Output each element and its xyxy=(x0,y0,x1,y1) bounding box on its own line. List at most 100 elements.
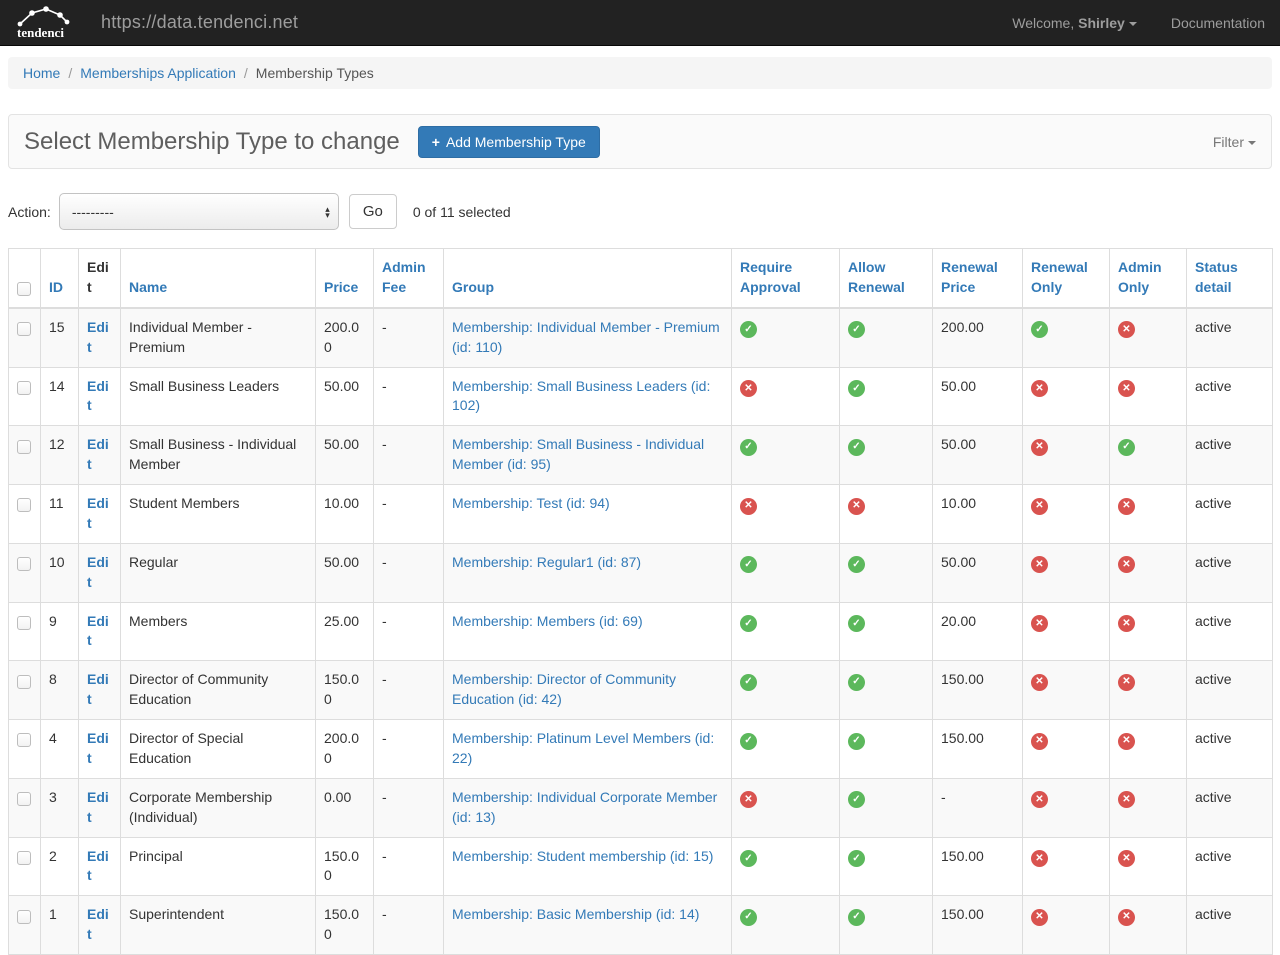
col-header-name[interactable]: Name xyxy=(120,247,316,309)
table-row: 3 Edit Corporate Membership (Individual) 0.… xyxy=(8,777,1273,838)
tendenci-logo[interactable]: tendenci xyxy=(15,5,73,41)
cell-admin-only: ✕ xyxy=(1109,660,1187,720)
check-circle-icon: ✓ xyxy=(848,673,865,691)
group-link[interactable]: Membership: Individual Corporate Member … xyxy=(452,788,718,825)
row-select-checkbox[interactable] xyxy=(17,322,31,337)
col-header-group[interactable]: Group xyxy=(443,247,732,309)
edit-link[interactable]: Edit xyxy=(87,318,109,355)
cell-name: Superintendent xyxy=(120,895,316,955)
edit-link[interactable]: Edit xyxy=(87,436,109,473)
edit-link[interactable]: Edit xyxy=(87,612,109,649)
col-header-require-approval[interactable]: Require Approval xyxy=(731,247,840,309)
breadcrumb-memberships-application[interactable]: Memberships Application xyxy=(80,65,236,81)
row-select-checkbox[interactable] xyxy=(17,439,31,454)
cell-id: 14 xyxy=(40,366,79,427)
go-button[interactable]: Go xyxy=(348,194,397,229)
check-circle-icon: ✓ xyxy=(848,732,865,750)
group-link[interactable]: Membership: Individual Member - Premium … xyxy=(452,318,720,355)
documentation-link[interactable]: Documentation xyxy=(1170,14,1265,31)
cell-admin-fee: - xyxy=(373,307,444,368)
edit-link[interactable]: Edit xyxy=(87,553,109,590)
col-header-price[interactable]: Price xyxy=(315,247,374,309)
cell-require-approval: ✕ xyxy=(731,777,840,838)
cell-price: 50.00 xyxy=(315,542,374,603)
breadcrumb-home[interactable]: Home xyxy=(23,65,61,81)
col-header-status-detail[interactable]: Status detail xyxy=(1186,247,1273,309)
edit-link[interactable]: Edit xyxy=(87,377,109,414)
group-link[interactable]: Membership: Small Business Leaders (id: … xyxy=(452,377,711,414)
add-membership-type-button[interactable]: + Add Membership Type xyxy=(417,125,600,158)
col-header-renewal-only[interactable]: Renewal Only xyxy=(1022,247,1110,309)
cell-admin-fee: - xyxy=(373,660,444,720)
cell-id: 15 xyxy=(40,307,79,368)
col-header-admin-fee[interactable]: Admin Fee xyxy=(373,247,444,309)
group-link[interactable]: Membership: Student membership (id: 15) xyxy=(452,847,714,864)
group-link[interactable]: Membership: Platinum Level Members (id: … xyxy=(452,730,715,766)
row-select-checkbox[interactable] xyxy=(17,498,31,513)
col-header-renewal-price[interactable]: Renewal Price xyxy=(932,247,1023,309)
cell-renewal-price: 200.00 xyxy=(932,307,1023,368)
check-circle-icon: ✓ xyxy=(848,556,865,574)
table-row: 1 Edit Superintendent 150.00- Membership: Ba… xyxy=(8,895,1273,955)
edit-link[interactable]: Edit xyxy=(87,847,109,884)
cross-circle-icon: ✕ xyxy=(1031,791,1048,809)
edit-link[interactable]: Edit xyxy=(87,671,109,708)
row-select-checkbox[interactable] xyxy=(17,557,31,572)
group-link[interactable]: Membership: Regular1 (id: 87) xyxy=(452,553,642,570)
row-select-checkbox[interactable] xyxy=(17,674,31,689)
cell-price: 150.00 xyxy=(315,895,374,955)
svg-text:tendenci: tendenci xyxy=(17,25,64,40)
row-select-checkbox[interactable] xyxy=(17,733,31,748)
cell-require-approval: ✓ xyxy=(731,542,840,603)
cell-admin-only: ✕ xyxy=(1109,836,1187,897)
cell-admin-only: ✕ xyxy=(1109,366,1187,427)
cell-status-detail: active xyxy=(1186,425,1273,485)
cell-renewal-price: 50.00 xyxy=(932,366,1023,427)
cell-renewal-only: ✕ xyxy=(1022,719,1110,779)
cross-circle-icon: ✕ xyxy=(1031,438,1048,456)
cross-circle-icon: ✕ xyxy=(1031,673,1048,691)
cross-circle-icon: ✕ xyxy=(740,497,757,515)
action-select[interactable]: --------- xyxy=(58,193,339,230)
cross-circle-icon: ✕ xyxy=(1031,850,1048,867)
check-circle-icon: ✓ xyxy=(848,908,865,926)
action-select-wrap: --------- ▴ ▾ xyxy=(58,193,339,230)
cell-price: 150.00 xyxy=(315,660,374,720)
cross-circle-icon: ✕ xyxy=(1118,380,1135,397)
user-menu[interactable]: Welcome, Shirley xyxy=(1012,15,1137,31)
group-link[interactable]: Membership: Test (id: 94) xyxy=(452,495,610,511)
edit-link[interactable]: Edit xyxy=(87,788,109,825)
edit-link[interactable]: Edit xyxy=(87,495,109,531)
table-header-row: ID Edit Name Price Admin Fee Group Requi… xyxy=(8,247,1273,309)
row-select-checkbox[interactable] xyxy=(17,850,31,865)
cell-admin-only: ✕ xyxy=(1109,777,1187,838)
edit-link[interactable]: Edit xyxy=(87,730,109,766)
cell-name: Regular xyxy=(120,542,316,603)
group-link[interactable]: Membership: Small Business - Individual … xyxy=(452,436,705,473)
check-circle-icon: ✓ xyxy=(740,850,757,867)
filter-toggle[interactable]: Filter xyxy=(1213,134,1256,150)
group-link[interactable]: Membership: Members (id: 69) xyxy=(452,612,643,629)
cross-circle-icon: ✕ xyxy=(1031,497,1048,515)
row-select-checkbox[interactable] xyxy=(17,380,31,395)
row-select-checkbox[interactable] xyxy=(17,792,31,807)
plus-icon: + xyxy=(431,133,440,150)
cell-status-detail: active xyxy=(1186,660,1273,720)
check-circle-icon: ✓ xyxy=(848,615,865,632)
row-select-checkbox[interactable] xyxy=(17,909,31,924)
edit-link[interactable]: Edit xyxy=(87,906,109,943)
cell-admin-fee: - xyxy=(373,895,444,955)
group-link[interactable]: Membership: Basic Membership (id: 14) xyxy=(452,906,700,923)
group-link[interactable]: Membership: Director of Community Educat… xyxy=(452,671,677,708)
col-header-admin-only[interactable]: Admin Only xyxy=(1109,247,1187,309)
row-select-checkbox[interactable] xyxy=(17,615,31,630)
cell-require-approval: ✓ xyxy=(731,836,840,897)
table-row: 10 Edit Regular 50.00- Membership: Regular1 … xyxy=(8,542,1273,603)
col-header-allow-renewal[interactable]: Allow Renewal xyxy=(839,247,933,309)
cell-renewal-price: 150.00 xyxy=(932,895,1023,955)
select-all-checkbox[interactable] xyxy=(17,282,31,297)
check-circle-icon: ✓ xyxy=(848,380,865,397)
cell-admin-fee: - xyxy=(373,601,444,662)
action-bar: Action: --------- ▴ ▾ Go 0 of 11 selected xyxy=(8,193,1272,230)
col-header-id[interactable]: ID xyxy=(40,247,79,309)
